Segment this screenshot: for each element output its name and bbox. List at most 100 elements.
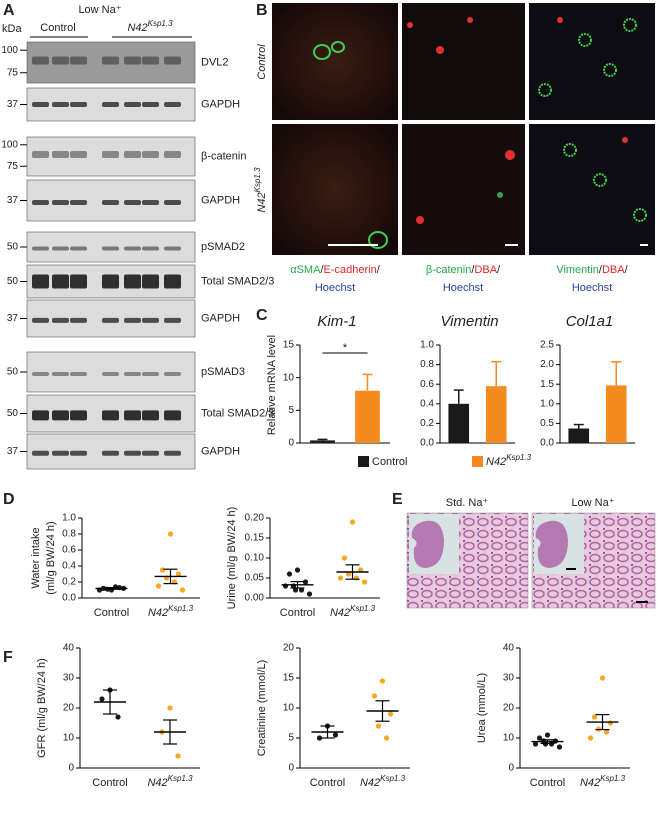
y-tick-label: 5 — [288, 405, 294, 416]
bar — [355, 390, 380, 443]
bar — [485, 386, 507, 443]
band — [52, 200, 69, 206]
y-tick-label: 1.0 — [420, 340, 434, 351]
band — [124, 410, 141, 421]
condition: Low Na⁺ — [78, 4, 121, 16]
image-title: Low Na⁺ — [571, 497, 614, 509]
band — [52, 246, 69, 251]
data-point — [379, 678, 386, 684]
band — [70, 372, 87, 376]
band — [32, 410, 49, 421]
band — [70, 274, 87, 289]
band — [32, 200, 49, 206]
legend-label: Control — [372, 456, 407, 468]
data-point — [286, 571, 293, 577]
marker-label: 37 — [7, 99, 19, 110]
histology-images — [406, 512, 656, 609]
marker-label: 50 — [7, 367, 19, 378]
y-tick-label: 1.0 — [62, 513, 76, 524]
band — [32, 274, 49, 289]
band — [52, 274, 69, 289]
legend-swatch — [358, 456, 369, 467]
band — [142, 450, 159, 456]
band — [32, 317, 49, 323]
panel-label: F — [3, 649, 13, 666]
band — [102, 102, 119, 107]
band — [164, 246, 181, 251]
marker-label: 50 — [7, 408, 19, 419]
legend-swatch — [472, 456, 483, 467]
blot-label: pSMAD2 — [201, 241, 245, 253]
caption-part: αSMA — [290, 264, 321, 276]
kda-label: kDa — [2, 23, 22, 35]
x-tick-label: N42Ksp1.3 — [580, 774, 626, 789]
band — [142, 317, 159, 323]
blot-label: Total SMAD2/3 — [201, 407, 274, 419]
y-tick-label: 40 — [503, 643, 515, 654]
blot-label: GAPDH — [201, 312, 240, 324]
band — [164, 410, 181, 421]
band — [32, 102, 49, 107]
blot-label: Total SMAD2/3 — [201, 275, 274, 287]
band — [52, 450, 69, 456]
y-tick-label: 0.8 — [420, 359, 434, 370]
row-label: N42Ksp1.3 — [253, 167, 268, 213]
band — [102, 372, 119, 376]
superscript: Ksp1.3 — [380, 774, 405, 783]
y-tick-label: 10 — [63, 733, 75, 744]
panel-label: C — [256, 307, 268, 324]
band — [142, 274, 159, 289]
data-point — [292, 587, 299, 593]
band — [124, 274, 141, 289]
data-point — [587, 735, 594, 741]
marker-label: 37 — [7, 195, 19, 206]
bar — [448, 403, 470, 443]
data-point — [375, 723, 382, 729]
y-tick-label: 1.5 — [540, 379, 554, 390]
blot-label: GAPDH — [201, 98, 240, 110]
caption-part: β-catenin — [426, 264, 471, 276]
band — [52, 56, 69, 65]
marker-label: 37 — [7, 313, 19, 324]
data-point — [591, 714, 598, 720]
x-tick-label: Control — [280, 607, 315, 619]
x-tick-label: N42Ksp1.3 — [147, 774, 193, 789]
blot-label: pSMAD3 — [201, 366, 245, 378]
y-tick-label: 15 — [283, 340, 295, 351]
bar — [568, 428, 590, 443]
marker-label: 37 — [7, 446, 19, 457]
x-tick-label: Control — [530, 777, 565, 789]
y-tick-label: 0 — [68, 763, 74, 774]
caption-part: / — [471, 264, 475, 276]
y-axis-label: Relative mRNA level — [266, 335, 278, 435]
band — [124, 151, 141, 159]
data-point — [371, 693, 378, 699]
y-tick-label: 0.0 — [540, 438, 554, 449]
y-tick-label: 0.10 — [245, 553, 265, 564]
data-point — [302, 579, 309, 585]
superscript: Ksp1.3 — [168, 604, 193, 613]
band — [164, 372, 181, 376]
band — [102, 274, 119, 289]
microscopy-images — [272, 3, 655, 255]
y-tick-label: 0.4 — [62, 561, 76, 572]
band — [142, 56, 159, 65]
data-point — [349, 519, 356, 525]
y-axis-label: Creatinine (mmol/L) — [256, 660, 268, 757]
superscript: Ksp1.3 — [600, 774, 625, 783]
band — [52, 410, 69, 421]
panel-label: A — [3, 2, 15, 19]
superscript: Ksp1.3 — [253, 167, 262, 192]
band — [164, 450, 181, 456]
band — [142, 102, 159, 107]
y-tick-label: 20 — [503, 703, 515, 714]
significance: * — [343, 342, 348, 354]
band — [164, 274, 181, 289]
data-point — [155, 583, 162, 589]
band — [124, 102, 141, 107]
blot-label: GAPDH — [201, 445, 240, 457]
chart-title: Kim-1 — [317, 313, 356, 330]
label-text: Control — [92, 777, 127, 789]
image-title: Std. Na⁺ — [446, 497, 489, 509]
